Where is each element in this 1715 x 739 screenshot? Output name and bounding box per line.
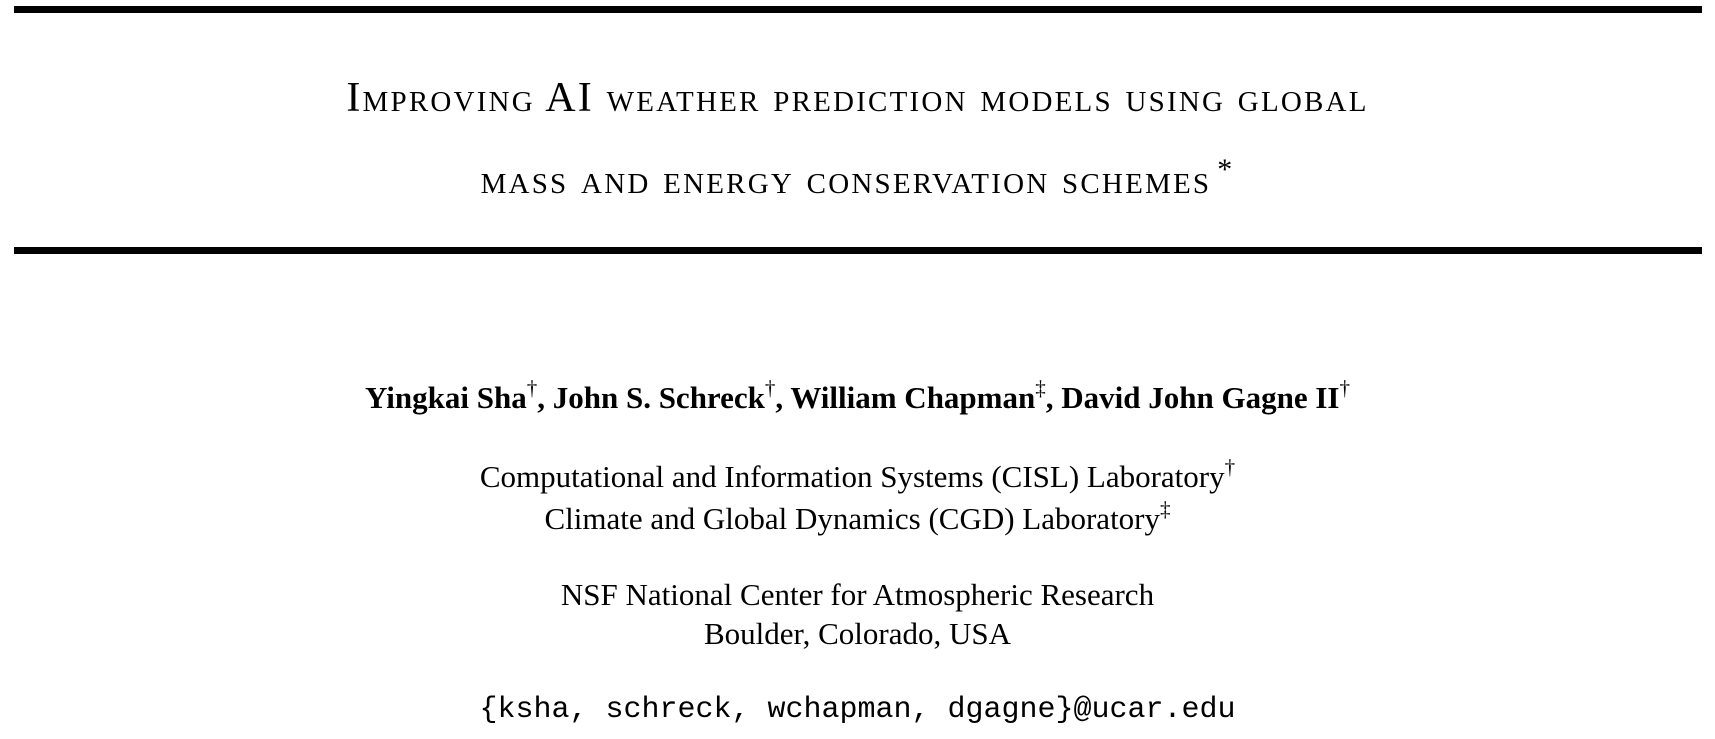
affiliation-cgd: Climate and Global Dynamics (CGD) Labora… — [0, 499, 1715, 539]
author-name: Yingkai Sha — [365, 380, 527, 415]
author-affiliation-mark: ‡ — [1035, 376, 1046, 400]
affiliation-mark: † — [1224, 455, 1236, 479]
affiliation-mark: ‡ — [1160, 497, 1171, 521]
author-list: Yingkai Sha†, John S. Schreck†, William … — [0, 376, 1715, 420]
title-footnote-mark: * — [1217, 153, 1235, 186]
author-affiliation-mark: † — [764, 376, 776, 400]
affiliation-text: Climate and Global Dynamics (CGD) Labora… — [544, 501, 1161, 536]
top-rule — [14, 6, 1702, 13]
institution-location: Boulder, Colorado, USA — [703, 616, 1012, 651]
author-name: William Chapman — [790, 380, 1036, 415]
author-name: David John Gagne II — [1061, 380, 1340, 415]
affiliation-text: Computational and Information Systems (C… — [479, 459, 1225, 494]
author-separator: , — [1045, 380, 1062, 415]
affiliation-cisl: Computational and Information Systems (C… — [0, 457, 1715, 497]
author-affiliation-mark: † — [526, 376, 538, 400]
paper-title: Improving AI weather prediction models u… — [0, 62, 1715, 216]
author-separator: , — [775, 380, 791, 415]
title-line-2: mass and energy conservation schemes — [480, 157, 1212, 203]
author-affiliation-mark: † — [1339, 376, 1350, 400]
title-line-1: Improving AI weather prediction models u… — [346, 75, 1369, 121]
bottom-rule — [14, 247, 1702, 254]
author-emails: {ksha, schreck, wchapman, dgagne}@ucar.e… — [479, 693, 1236, 727]
author-separator: , — [537, 380, 553, 415]
institution-name: NSF National Center for Atmospheric Rese… — [560, 577, 1155, 612]
author-name: John S. Schreck — [552, 380, 765, 415]
